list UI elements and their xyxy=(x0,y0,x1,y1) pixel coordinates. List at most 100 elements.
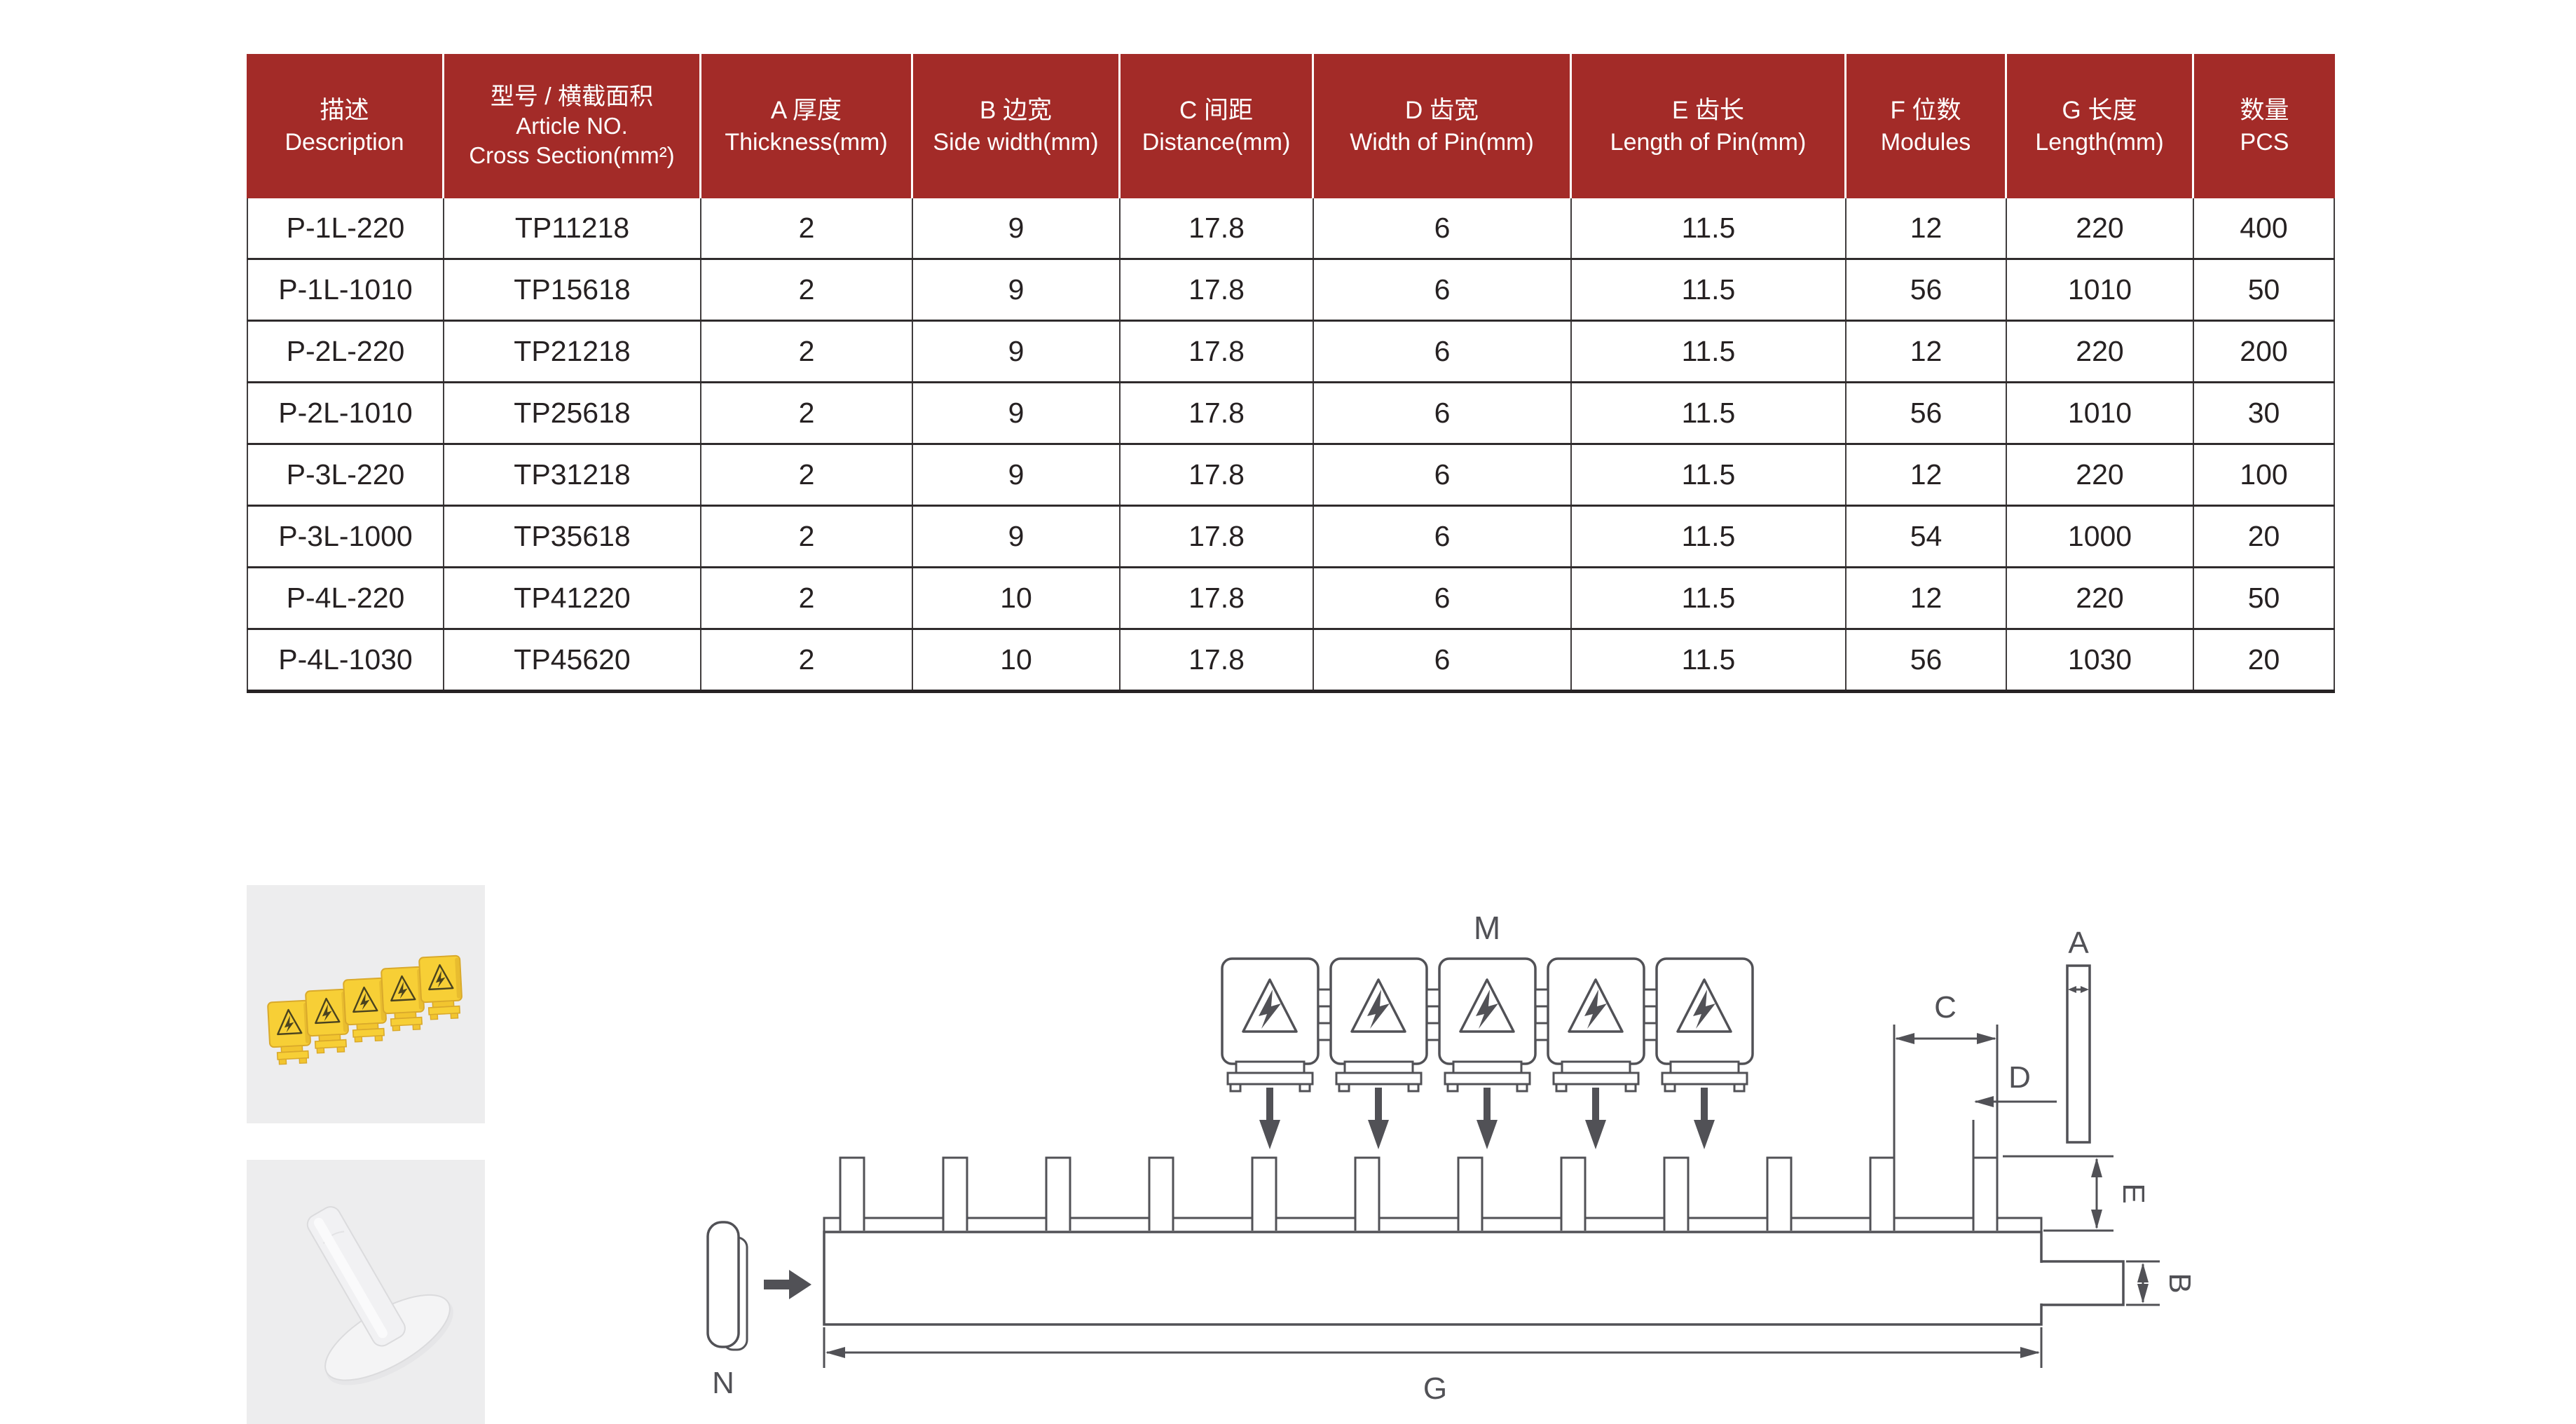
table-cell: TP45620 xyxy=(444,630,701,690)
table-cell: 56 xyxy=(1847,630,2007,690)
dim-label-b: B xyxy=(2163,1273,2197,1293)
table-cell: 1030 xyxy=(2007,630,2194,690)
warning-caps-graphic xyxy=(266,954,464,1066)
table-cell: 1010 xyxy=(2007,260,2194,320)
table-cell: 6 xyxy=(1314,198,1572,258)
table-cell: 100 xyxy=(2194,445,2335,505)
header-line: 描述 xyxy=(320,96,369,124)
header-cell: 型号 / 横截面积 Article NO. Cross Section(mm²) xyxy=(444,54,701,198)
dim-label-a: A xyxy=(2068,926,2089,960)
table-cell: 6 xyxy=(1314,568,1572,628)
header-line: Description xyxy=(285,128,404,156)
header-cell: 数量 PCS xyxy=(2194,54,2335,198)
table-cell: P-2L-1010 xyxy=(247,383,444,443)
header-cell: B 边宽 Side width(mm) xyxy=(913,54,1121,198)
table-cell: TP25618 xyxy=(444,383,701,443)
table-cell: 17.8 xyxy=(1121,322,1314,381)
table-cell: 11.5 xyxy=(1572,198,1847,258)
table-cell: 10 xyxy=(913,630,1121,690)
technical-diagram: M xyxy=(706,910,2197,1406)
right-arrow-icon xyxy=(764,1270,811,1299)
table-cell: 17.8 xyxy=(1121,198,1314,258)
table-cell: 2 xyxy=(701,507,913,566)
dim-label-g: G xyxy=(1423,1371,1447,1406)
table-cell: 9 xyxy=(913,445,1121,505)
table-cell: 9 xyxy=(913,198,1121,258)
header-line: 数量 xyxy=(2240,96,2289,124)
table-cell: 56 xyxy=(1847,383,2007,443)
table-cell: 10 xyxy=(913,568,1121,628)
table-cell: 2 xyxy=(701,260,913,320)
spec-table: 描述 Description 型号 / 横截面积 Article NO. Cross S… xyxy=(247,54,2335,693)
header-line: Article NO. xyxy=(516,113,628,139)
header-line: B 边宽 xyxy=(979,96,1053,124)
table-cell: TP31218 xyxy=(444,445,701,505)
table-body: P-1L-220 TP11218 2 9 17.8 6 11.5 12 220 400 P-1L-1… xyxy=(247,198,2335,693)
table-cell: TP41220 xyxy=(444,568,701,628)
table-cell: 400 xyxy=(2194,198,2335,258)
table-cell: 11.5 xyxy=(1572,630,1847,690)
table-cell: 11.5 xyxy=(1572,568,1847,628)
table-cell: 17.8 xyxy=(1121,507,1314,566)
table-cell: TP15618 xyxy=(444,260,701,320)
table-row: P-4L-1030 TP45620 2 10 17.8 6 11.5 56 1030 20 xyxy=(247,630,2335,693)
table-cell: 2 xyxy=(701,383,913,443)
table-cell: 2 xyxy=(701,198,913,258)
table-cell: P-4L-220 xyxy=(247,568,444,628)
dim-label-c: C xyxy=(1934,990,1957,1025)
table-cell: 9 xyxy=(913,322,1121,381)
table-cell: 11.5 xyxy=(1572,322,1847,381)
table-cell: 50 xyxy=(2194,568,2335,628)
table-cell: 11.5 xyxy=(1572,383,1847,443)
table-cell: 220 xyxy=(2007,568,2194,628)
header-line: Modules xyxy=(1880,128,1971,156)
header-line: G 长度 xyxy=(2062,96,2137,124)
table-row: P-2L-220 TP21218 2 9 17.8 6 11.5 12 220 200 xyxy=(247,322,2335,383)
table-cell: 50 xyxy=(2194,260,2335,320)
dim-label-n: N xyxy=(712,1366,734,1400)
table-cell: 9 xyxy=(913,260,1121,320)
table-cell: 2 xyxy=(701,630,913,690)
table-cell: 220 xyxy=(2007,198,2194,258)
header-cell: C 间距 Distance(mm) xyxy=(1121,54,1314,198)
dim-label-m: M xyxy=(1474,910,1500,946)
table-cell: 12 xyxy=(1847,568,2007,628)
table-row: P-3L-220 TP31218 2 9 17.8 6 11.5 12 220 100 xyxy=(247,445,2335,507)
header-line: Side width(mm) xyxy=(933,128,1099,156)
header-line: Distance(mm) xyxy=(1142,128,1291,156)
header-line: F 位数 xyxy=(1890,96,1961,124)
table-cell: 12 xyxy=(1847,445,2007,505)
side-view-drawing xyxy=(2066,964,2091,1144)
warning-triangle-icon xyxy=(1221,957,1754,1093)
table-cell: P-4L-1030 xyxy=(247,630,444,690)
end-cap-drawing xyxy=(706,1221,811,1351)
header-line: Width of Pin(mm) xyxy=(1350,128,1534,156)
header-line: Length of Pin(mm) xyxy=(1610,128,1807,156)
table-cell: 9 xyxy=(913,383,1121,443)
table-cell: P-3L-1000 xyxy=(247,507,444,566)
table-cell: 6 xyxy=(1314,507,1572,566)
table-cell: 6 xyxy=(1314,322,1572,381)
table-row: P-1L-220 TP11218 2 9 17.8 6 11.5 12 220 400 xyxy=(247,198,2335,260)
table-cell: 9 xyxy=(913,507,1121,566)
header-cell: A 厚度 Thickness(mm) xyxy=(701,54,913,198)
table-cell: 2 xyxy=(701,568,913,628)
table-cell: 17.8 xyxy=(1121,630,1314,690)
table-cell: 6 xyxy=(1314,383,1572,443)
table-cell: 1000 xyxy=(2007,507,2194,566)
table-cell: 220 xyxy=(2007,322,2194,381)
table-cell: 11.5 xyxy=(1572,507,1847,566)
busbar-drawing xyxy=(823,1156,2125,1326)
table-cell: 17.8 xyxy=(1121,568,1314,628)
header-cell: F 位数 Modules xyxy=(1847,54,2007,198)
table-cell: 30 xyxy=(2194,383,2335,443)
header-cell: E 齿长 Length of Pin(mm) xyxy=(1572,54,1847,198)
table-cell: 6 xyxy=(1314,445,1572,505)
header-line: PCS xyxy=(2240,128,2289,156)
dim-e xyxy=(2003,1155,2113,1232)
table-cell: 12 xyxy=(1847,322,2007,381)
table-cell: 6 xyxy=(1314,260,1572,320)
product-photo-warning-caps xyxy=(247,885,485,1123)
insert-arrows xyxy=(1259,1088,1715,1149)
